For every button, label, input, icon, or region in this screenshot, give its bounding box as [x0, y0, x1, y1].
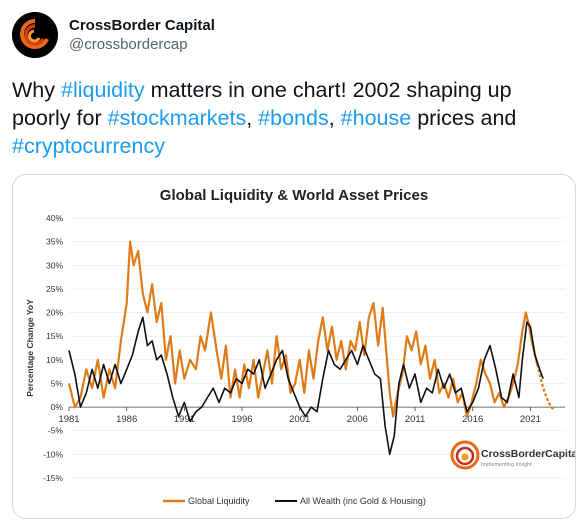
x-tick-label: 1991	[174, 414, 195, 425]
hashtag-link[interactable]: #house	[340, 106, 412, 130]
account-names: CrossBorder Capital @crossbordercap	[69, 17, 215, 53]
y-tick-label: 35%	[46, 237, 63, 247]
y-tick-label: 25%	[46, 284, 63, 294]
display-name[interactable]: CrossBorder Capital	[69, 17, 215, 34]
avatar[interactable]	[12, 12, 58, 58]
x-tick-label: 2001	[289, 414, 310, 425]
hashtag-link[interactable]: #liquidity	[60, 78, 145, 102]
tweet-header: CrossBorder Capital @crossbordercap	[12, 10, 215, 60]
liquidity-chart: Global Liquidity & World Asset Prices -15…	[25, 187, 575, 506]
y-tick-label: 10%	[46, 355, 63, 365]
hashtag-link[interactable]: #stockmarkets	[107, 106, 247, 130]
y-tick-label: 40%	[46, 213, 63, 223]
x-tick-label: 2016	[462, 414, 483, 425]
y-tick-label: 30%	[46, 260, 63, 270]
tweet-text-segment: prices and	[411, 106, 517, 130]
y-tick-label: -10%	[43, 449, 63, 459]
tweet-text-segment: matters in one chart! 2002 shaping up po…	[12, 78, 512, 130]
x-tick-label: 1986	[116, 414, 137, 425]
x-tick-label: 1981	[58, 414, 79, 425]
y-axis-label: Percentage Change YoY	[25, 299, 35, 397]
handle[interactable]: @crossbordercap	[69, 36, 188, 53]
watermark-name: CrossBorderCapital	[481, 448, 575, 460]
legend-label: Global Liquidity	[188, 496, 250, 506]
y-tick-label: 5%	[51, 378, 64, 388]
x-tick-label: 2006	[347, 414, 368, 425]
series-line-1-projection	[536, 364, 555, 411]
watermark-tagline: Implementing Insight	[481, 462, 532, 468]
series-line-2	[68, 316, 544, 456]
x-tick-label: 2011	[405, 414, 425, 425]
watermark-logo-icon	[450, 440, 480, 470]
tweet-media[interactable]: Global Liquidity & World Asset Prices -15…	[12, 174, 576, 519]
tweet-text: Why #liquidity matters in one chart! 200…	[12, 76, 572, 160]
y-tick-label: -5%	[48, 426, 64, 436]
tweet-text-segment: Why	[12, 78, 61, 102]
y-tick-label: 15%	[46, 331, 63, 341]
y-tick-label: -15%	[43, 473, 63, 483]
tweet-text-segment: ,	[328, 106, 341, 130]
chart-title: Global Liquidity & World Asset Prices	[160, 187, 428, 204]
y-tick-label: 20%	[46, 308, 63, 318]
crossborder-logo-icon	[12, 12, 58, 58]
x-tick-label: 2021	[520, 414, 541, 425]
legend-label: All Wealth (inc Gold & Housing)	[300, 496, 426, 506]
hashtag-link[interactable]: #bonds	[258, 106, 329, 130]
tweet-text-segment: ,	[246, 106, 259, 130]
hashtag-link[interactable]: #cryptocurrency	[12, 134, 165, 158]
y-tick-label: 0%	[51, 402, 64, 412]
x-tick-label: 1996	[231, 414, 252, 425]
